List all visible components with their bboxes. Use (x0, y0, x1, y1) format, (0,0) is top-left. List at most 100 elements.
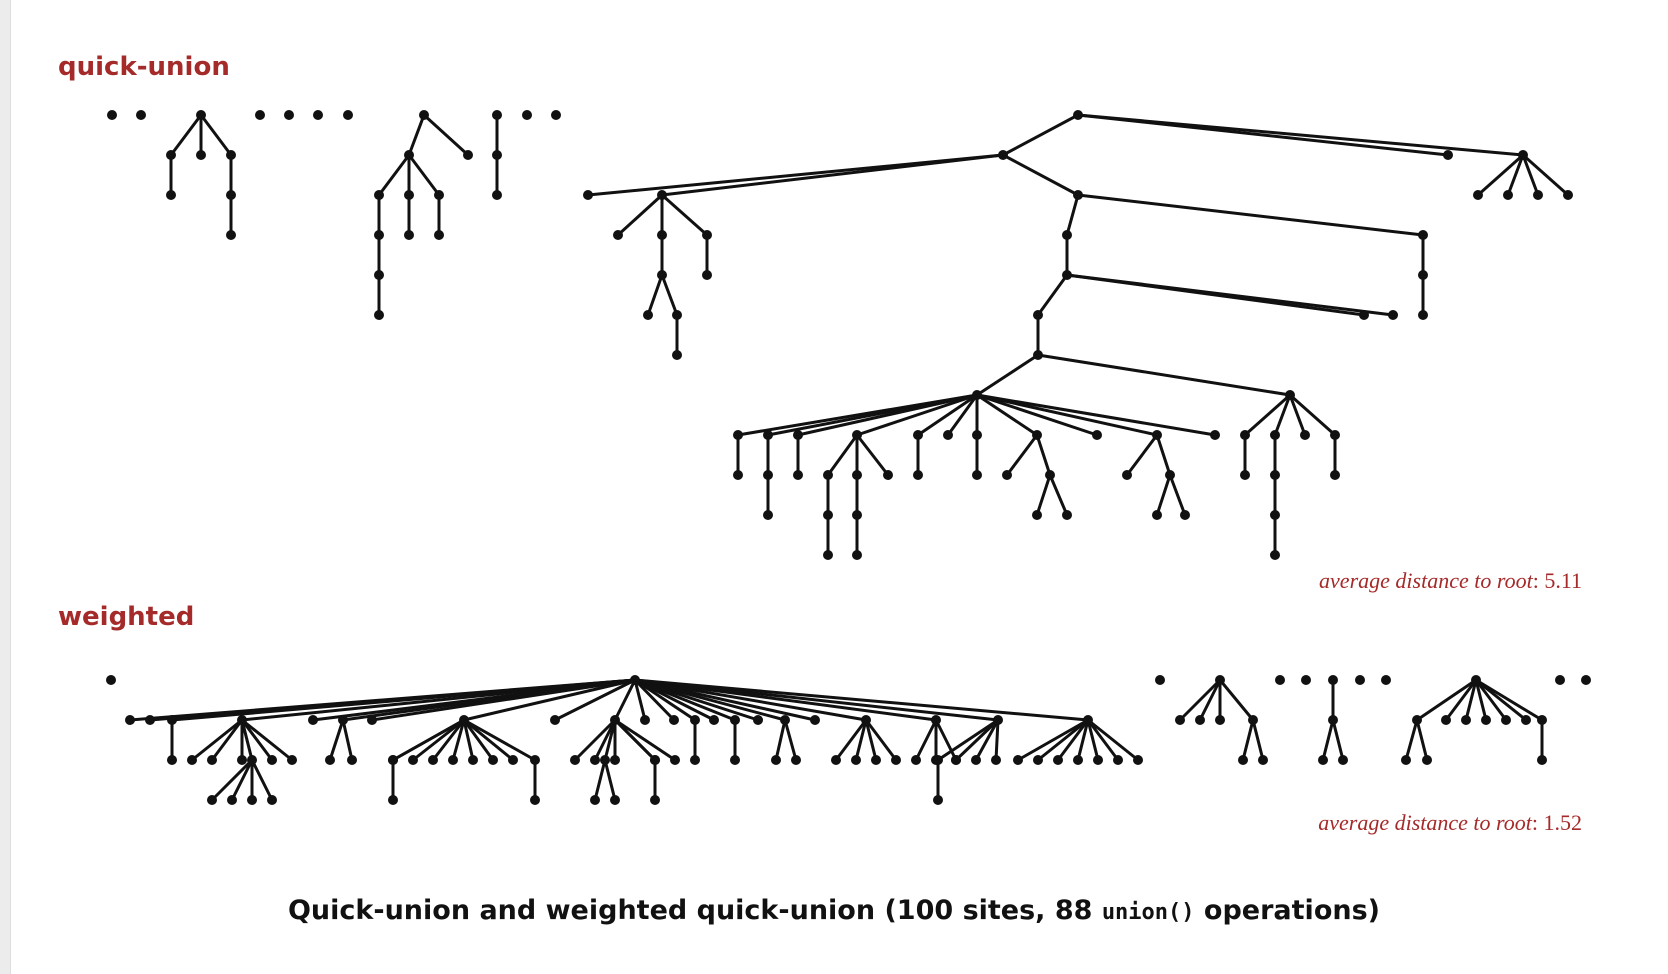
weighted-edge (462, 678, 637, 722)
quick-union-node (1533, 190, 1543, 200)
quick-union-node (1180, 510, 1190, 520)
weighted-node (871, 755, 881, 765)
weighted-node (267, 795, 277, 805)
weighted-node (167, 715, 177, 725)
quick-union-node (1359, 310, 1369, 320)
quick-union-node (913, 430, 923, 440)
quick-union-edge (616, 193, 664, 237)
quick-union-node (492, 190, 502, 200)
weighted-node (338, 715, 348, 725)
weighted-edge (593, 758, 607, 802)
quick-union-edge (1155, 473, 1172, 517)
weighted-edge (1474, 678, 1544, 722)
weighted-node (1537, 755, 1547, 765)
quick-union-node (551, 110, 561, 120)
quick-union-node (196, 110, 206, 120)
weighted-edge (934, 718, 958, 762)
weighted-node (1155, 675, 1165, 685)
quick-union-edge (1036, 353, 1292, 397)
quick-union-node (404, 150, 414, 160)
quick-union-node (1418, 270, 1428, 280)
weighted-node (951, 755, 961, 765)
weighted-node (1581, 675, 1591, 685)
weighted-node (933, 795, 943, 805)
weighted-node (650, 795, 660, 805)
weighted-node (1258, 755, 1268, 765)
weighted-edge (230, 758, 254, 802)
quick-union-edge (1288, 393, 1307, 437)
weighted-node (570, 755, 580, 765)
quick-union-node (1165, 470, 1175, 480)
weighted-edge (462, 718, 475, 762)
quick-union-node (1152, 430, 1162, 440)
weighted-node (207, 795, 217, 805)
quick-union-node (998, 150, 1008, 160)
weighted-node (780, 715, 790, 725)
weighted-edge (914, 718, 938, 762)
quick-union-node (166, 190, 176, 200)
weighted-edge (1321, 718, 1335, 762)
weighted-node (931, 715, 941, 725)
weighted-node (1133, 755, 1143, 765)
weighted-node (730, 715, 740, 725)
weighted-node (325, 755, 335, 765)
quick-union-edge (916, 393, 979, 437)
quick-union-node (1033, 310, 1043, 320)
weighted-node (1195, 715, 1205, 725)
weighted-node (1441, 715, 1451, 725)
weighted-node (810, 715, 820, 725)
weighted-node (1083, 715, 1093, 725)
weighted-node (991, 755, 1001, 765)
weighted-node (428, 755, 438, 765)
quick-union-node (1518, 150, 1528, 160)
weighted-node (1238, 755, 1248, 765)
quick-union-node (1122, 470, 1132, 480)
quick-union-node (1388, 310, 1398, 320)
weighted-node (690, 715, 700, 725)
quick-union-node (463, 150, 473, 160)
quick-union-node (702, 270, 712, 280)
weighted-node (993, 715, 1003, 725)
weighted-edge (250, 758, 274, 802)
weighted-node (1401, 755, 1411, 765)
quick-union-node (823, 510, 833, 520)
quick-union-node (1045, 470, 1055, 480)
weighted-node (1073, 755, 1083, 765)
quick-union-node (657, 230, 667, 240)
quick-union-node (1240, 430, 1250, 440)
quick-union-edge (975, 353, 1040, 397)
weighted-edge (633, 678, 1090, 722)
quick-union-edge (1521, 153, 1540, 197)
weighted-edge (1415, 718, 1429, 762)
weighted-average-value: 1.52 (1543, 810, 1583, 835)
weighted-node (911, 755, 921, 765)
weighted-edge (370, 678, 637, 722)
weighted-node (590, 795, 600, 805)
quick-union-node (374, 310, 384, 320)
quick-union-node (522, 110, 532, 120)
weighted-node (1537, 715, 1547, 725)
weighted-edge (573, 718, 617, 762)
weighted-edge (633, 678, 647, 722)
quick-union-edge (1001, 153, 1080, 197)
weighted-edge (593, 718, 617, 762)
quick-union-node (1270, 510, 1280, 520)
quick-union-edge (407, 153, 441, 197)
quick-union-node (733, 430, 743, 440)
quick-union-edge (1001, 113, 1080, 157)
quick-union-node (672, 310, 682, 320)
quick-union-edge (826, 433, 859, 477)
quick-union-edge (1076, 193, 1425, 237)
quick-union-node (823, 470, 833, 480)
quick-union-node (1418, 310, 1428, 320)
weighted-edge (1198, 678, 1222, 722)
weighted-edge (1086, 718, 1140, 762)
weighted-node (831, 755, 841, 765)
quick-union-edge (855, 393, 979, 437)
figure-caption: Quick-union and weighted quick-union (10… (0, 895, 1668, 926)
quick-union-edge (946, 393, 979, 437)
quick-union-label: quick-union (58, 52, 230, 82)
quick-union-edge (660, 193, 709, 237)
weighted-node (237, 755, 247, 765)
